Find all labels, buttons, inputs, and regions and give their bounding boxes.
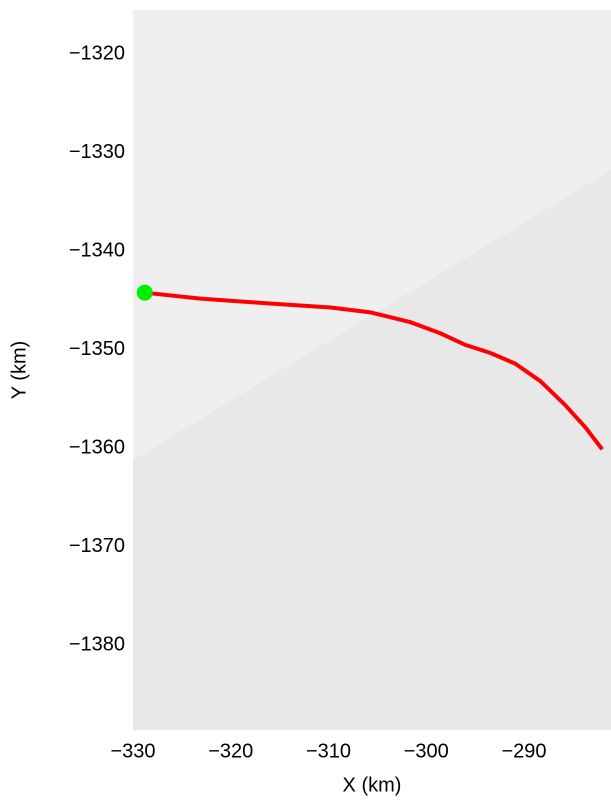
start-marker	[137, 285, 153, 301]
y-tick-label: −1360	[69, 437, 125, 459]
x-tick-label: −310	[306, 740, 351, 762]
chart: X (km) Y (km) −330 −320 −310 −300 −290 −1320 −…	[0, 0, 611, 802]
y-tick-label: −1350	[69, 338, 125, 360]
x-axis-label: X (km)	[343, 774, 402, 796]
y-tick-label: −1380	[69, 634, 125, 656]
x-tick-label: −320	[208, 740, 253, 762]
y-tick-label: −1330	[69, 141, 125, 163]
y-axis-label: Y (km)	[8, 341, 30, 400]
x-tick-label: −290	[501, 740, 546, 762]
y-tick-label: −1340	[69, 240, 125, 262]
x-tick-label: −330	[110, 740, 155, 762]
y-tick-label: −1320	[69, 43, 125, 65]
x-tick-label: −300	[404, 740, 449, 762]
y-tick-label: −1370	[69, 535, 125, 557]
